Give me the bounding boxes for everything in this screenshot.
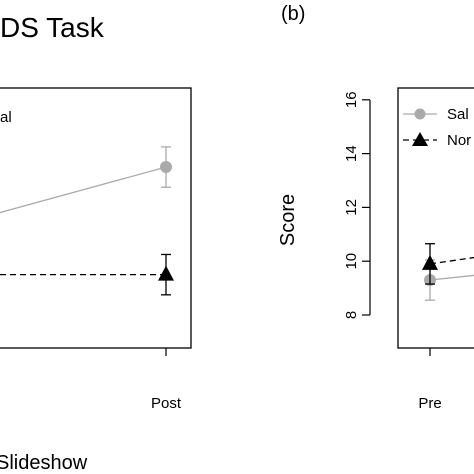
- panel-a-title: DS Task: [0, 12, 105, 43]
- panel-a-x-axis-label: Slideshow: [0, 452, 88, 474]
- panel-a-x-tick-label: Post: [151, 395, 182, 412]
- panel-a: DS Task al Post Slideshow: [0, 12, 192, 474]
- panel-b-y-axis-label: Score: [277, 194, 299, 246]
- panel-b-marks: [422, 243, 474, 301]
- panel-b-y-tick-label-3: 14: [343, 145, 360, 162]
- panel-b: (b) 8 10 12 14 16 Score Sal Nor Pre: [277, 3, 474, 412]
- panel-b-series-1-line: [429, 256, 474, 265]
- panel-b-legend-marker-sal: [414, 108, 426, 120]
- panel-b-legend-label-sal: Sal: [447, 106, 469, 123]
- panel-a-series-1-point-1: [158, 265, 174, 281]
- panel-b-series-1-point-0: [422, 254, 438, 270]
- panel-b-legend: Sal Nor: [403, 106, 471, 149]
- panel-b-y-tick-label-2: 12: [343, 199, 360, 216]
- panel-a-plot-border: [0, 87, 192, 349]
- panel-a-series-0-point-1: [160, 161, 172, 174]
- panel-a-legend-label-0: al: [0, 109, 12, 126]
- panel-a-marks: [0, 146, 174, 296]
- panel-b-plot-border: [397, 87, 474, 349]
- panel-b-x-tick-label: Pre: [418, 395, 441, 412]
- panel-b-y-tick-label-1: 10: [343, 253, 360, 270]
- panel-b-y-tick-label-0: 8: [343, 311, 360, 319]
- panel-b-label: (b): [281, 3, 305, 25]
- panel-b-y-tick-label-4: 16: [343, 91, 360, 108]
- panel-a-series-0-line: [0, 166, 167, 214]
- panel-b-legend-marker-nor: [412, 132, 428, 146]
- panel-b-series-0-line: [429, 274, 474, 281]
- panel-b-y-ticks: 8 10 12 14 16: [343, 91, 370, 319]
- panel-b-legend-label-nor: Nor: [447, 132, 471, 149]
